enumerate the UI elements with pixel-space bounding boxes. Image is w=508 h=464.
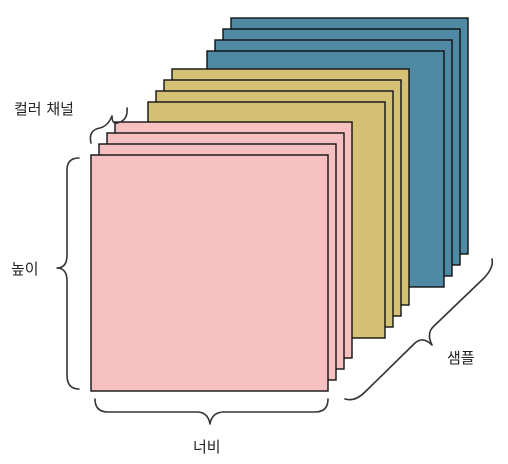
brace-width <box>94 398 329 425</box>
brace-samples <box>344 258 494 401</box>
label-width: 너비 <box>193 438 221 456</box>
stack-pink-front <box>90 121 353 392</box>
pink-layer-1 <box>90 154 329 392</box>
label-samples: 샘플 <box>447 349 475 367</box>
brace-color-channel <box>89 107 128 144</box>
label-height: 높이 <box>11 260 39 278</box>
brace-height <box>56 157 80 390</box>
label-color-channel: 컬러 채널 <box>14 100 74 118</box>
